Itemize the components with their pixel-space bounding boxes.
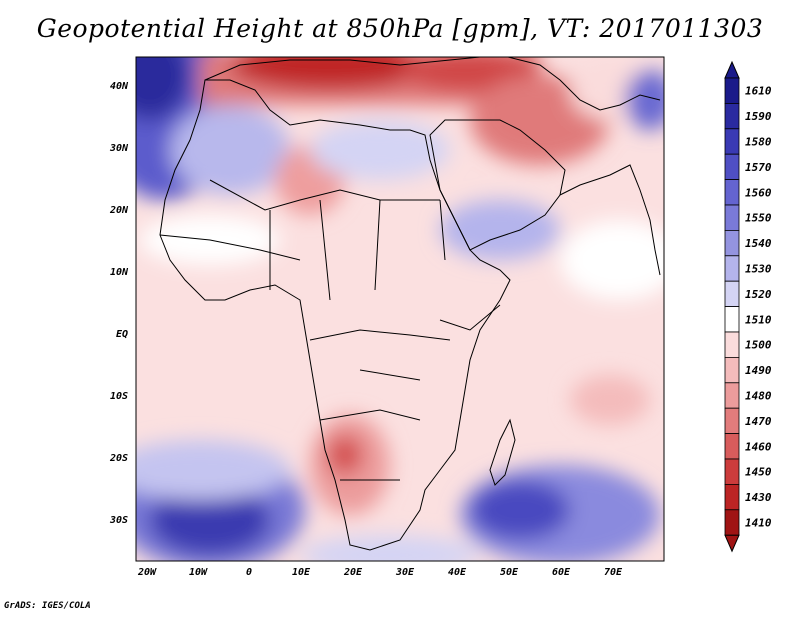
colorbar-swatch [724,509,740,536]
colorbar-swatch [724,128,740,155]
lon-tick-label: 20E [343,567,363,578]
colorbar-label: 1580 [745,136,772,149]
lon-tick-label: 50E [500,567,519,578]
colorbar-swatch [724,204,740,231]
lat-tick-label: 30N [109,143,129,154]
colorbar-label: 1550 [745,212,772,225]
coastlines [159,57,661,551]
colorbar-swatch [724,356,740,384]
colorbar-label: 1490 [745,364,772,377]
colorbar-top-arrow [724,60,740,79]
colorbar-label: 1500 [745,339,772,352]
colorbar-label: 1590 [745,110,772,123]
lon-tick-label: 10W [189,567,208,578]
lon-tick-label: 0 [246,567,252,578]
colorbar-swatch [724,229,740,257]
colorbar-label: 1450 [745,466,772,479]
colorbar-swatch [724,382,740,409]
colorbar-label: 1560 [745,186,772,199]
colorbar-swatch [724,458,740,485]
colorbar-label: 1530 [745,263,772,276]
lon-tick-label: 30E [395,567,415,578]
height-field [136,57,664,561]
lon-tick-label: 60E [552,567,571,578]
colorbar-label: 1520 [745,288,772,301]
colorbar-label: 1470 [745,415,772,428]
lon-axis: 20W 10W 0 10E 20E 30E 40E 50E 60E 70E [137,567,623,578]
colorbar-swatch [724,179,740,206]
lat-tick-label: 20N [109,205,129,216]
colorbar-swatch [724,153,740,180]
lat-tick-label: 40N [110,81,129,92]
lat-tick-label: 10N [110,267,129,278]
lat-tick-label: 10S [110,391,128,402]
colorbar: 1610 1590 1580 1570 1560 1550 1540 1530 1520 1510… [724,60,772,553]
colorbar-swatch [724,306,740,333]
colorbar-label: 1610 [745,85,772,98]
colorbar-swatch [724,433,740,460]
lon-tick-label: 20W [137,567,157,578]
map-frame [135,56,665,562]
lat-tick-label: 30S [109,515,128,526]
credit-label: GrADS: IGES/COLA [4,601,91,611]
colorbar-label: 1540 [745,237,772,250]
lon-tick-label: 10E [292,567,311,578]
colorbar-swatch [724,280,740,308]
lat-tick-label: EQ [116,329,128,340]
colorbar-bottom-arrow [724,534,740,553]
colorbar-swatch [724,331,740,358]
lon-tick-label: 70E [604,567,623,578]
colorbar-label: 1460 [745,440,772,453]
colorbar-swatch [724,255,740,282]
colorbar-swatch [724,103,740,130]
colorbar-swatch [724,407,740,435]
colorbar-label: 1410 [745,517,772,530]
colorbar-label: 1510 [745,313,772,326]
colorbar-swatch [724,483,740,511]
lon-tick-label: 40E [448,567,467,578]
colorbar-label: 1570 [745,161,772,174]
colorbar-label: 1430 [745,491,772,504]
chart-title: Geopotential Height at 850hPa [gpm], VT:… [36,14,764,43]
lat-axis: 40N 30N 20N 10N EQ 10S 20S 30S [109,81,129,526]
colorbar-swatch [724,77,740,104]
lat-tick-label: 20S [109,453,128,464]
colorbar-label: 1480 [745,390,772,403]
